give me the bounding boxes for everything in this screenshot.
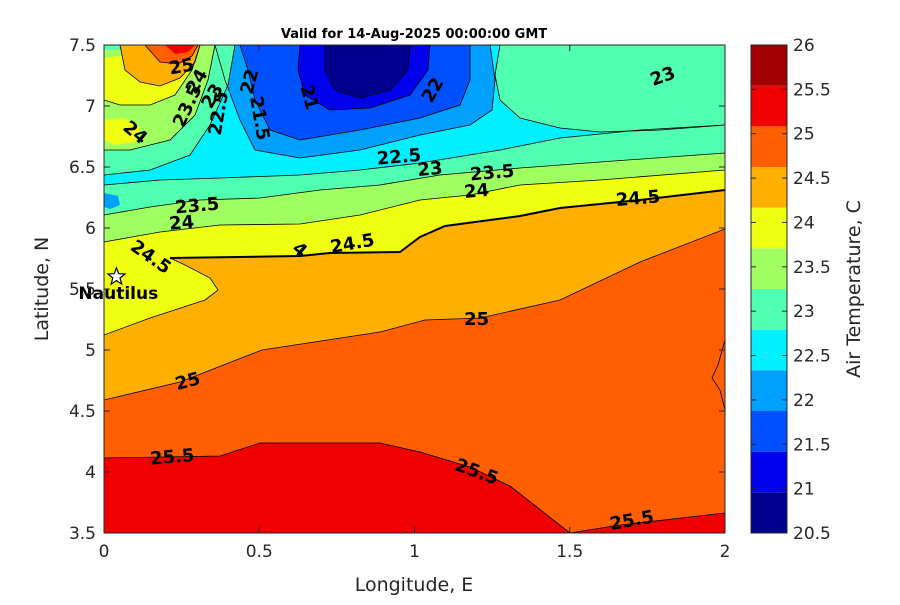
colorbar-tick-label: 26 [793,36,815,56]
colorbar-swatch [751,289,787,330]
contour-label: 24 [168,212,195,235]
contour-lines [104,45,725,533]
contour-line-ul-23.5 [104,45,216,151]
colorbar-swatch [751,329,787,371]
contour-line-24.5-left [104,257,219,336]
band-left-22.5-spot [104,193,120,209]
y-tick-label: 5 [85,341,96,361]
x-tick-label: 1.5 [556,542,583,562]
colorbar-swatch [751,370,787,411]
x-tick-label: 1 [409,542,420,562]
contour-line-ul-23 [104,45,236,176]
colorbar-tick-label: 22 [793,391,815,411]
x-tick-label: 0.5 [246,542,273,562]
contour-line-21 [324,45,411,99]
contour-line-25.5-right [569,512,725,533]
contour-label: 23.5 [469,161,515,186]
colorbar-tick-label: 21.5 [793,435,831,455]
contour-label: 25.5 [149,445,195,470]
colorbar-swatch [751,248,787,289]
contour-label: 24 [463,180,490,203]
band-upper-left-25.5 [165,45,195,54]
contour-line-23 [104,124,725,186]
x-axis-label: Longitude, E [355,574,474,596]
colorbar-tick-label: 23.5 [793,258,831,278]
contour-label: 25 [167,54,195,79]
colorbar-swatch [751,126,787,167]
y-axis-label: Latitude, N [31,237,53,342]
colorbar-tick-label: 22.5 [793,347,831,367]
contour-line-ul-24 [104,45,201,106]
band-left-24-spot [104,118,140,145]
contour-line-22.5 [214,45,496,159]
contour-label: 23.5 [174,194,220,219]
colorbar-tick-label: 23 [793,302,815,322]
markers: Nautilus [78,266,158,304]
colorbar-swatch [751,451,787,493]
colorbar-swatch [751,207,787,249]
colorbar-tick-label: 25.5 [793,80,831,100]
colorbar-tick-label: 24.5 [793,169,831,189]
colorbar-tick-label: 20.5 [793,524,831,544]
contour-line-upper-right-23 [494,45,725,133]
contour-line-ul-24.5 [119,45,201,87]
y-tick-label: 3.5 [69,524,96,544]
y-tick-label: 5.5 [69,280,96,300]
contour-line-24 [104,169,725,243]
y-tick-label: 7.5 [69,36,96,56]
colorbar-swatch [751,85,787,127]
y-tick-label: 6 [85,219,96,239]
band-23-upper-right [495,45,725,132]
colorbar-frame [750,44,788,534]
colorbar-label: Air Temperature, C [843,200,865,378]
contour-line-right-edge [711,339,725,411]
contour-label: 24.5 [615,186,661,211]
colorbar-tick-label: 24 [793,213,815,233]
contour-label: 25 [464,309,489,330]
x-tick-label: 0 [99,542,110,562]
colorbar-tick-label: 25 [793,125,815,145]
contour-line-24.5 [169,189,725,259]
y-tick-label: 4 [85,463,96,483]
colorbar-tick-label: 21 [793,480,815,500]
y-tick-label: 7 [85,97,96,117]
x-axis-ticks: 0 0.5 1 1.5 2 [99,45,731,562]
contour-line-22 [239,45,471,141]
contour-line-ul-25 [144,45,199,65]
contour-line-25.5 [104,442,571,533]
colorbar-swatch [751,492,787,533]
x-tick-label: 2 [720,542,731,562]
contour-line-23.5 [104,152,725,216]
marker-label: Nautilus [78,284,158,304]
contour-line-21.5 [297,45,431,111]
y-axis-ticks: 3.5 4 4.5 5 5.5 6 6.5 7 7.5 [69,36,725,544]
chart-title: Valid for 14-Aug-2025 00:00:00 GMT [281,27,547,42]
contour-label: 22.5 [376,145,422,170]
contour-line-25 [104,228,725,401]
colorbar-swatch [751,167,787,208]
y-tick-label: 4.5 [69,402,96,422]
contour-label: 23 [417,158,444,181]
star-marker [106,266,127,286]
colorbar: 20.5 21 21.5 22 22.5 23 23.5 24 24.5 25 25.5 26 [750,36,831,544]
band-20.5-21 [325,45,410,98]
contour-bands [104,45,725,533]
y-tick-label: 6.5 [69,158,96,178]
colorbar-swatch [751,411,787,452]
colorbar-swatch [751,45,787,86]
